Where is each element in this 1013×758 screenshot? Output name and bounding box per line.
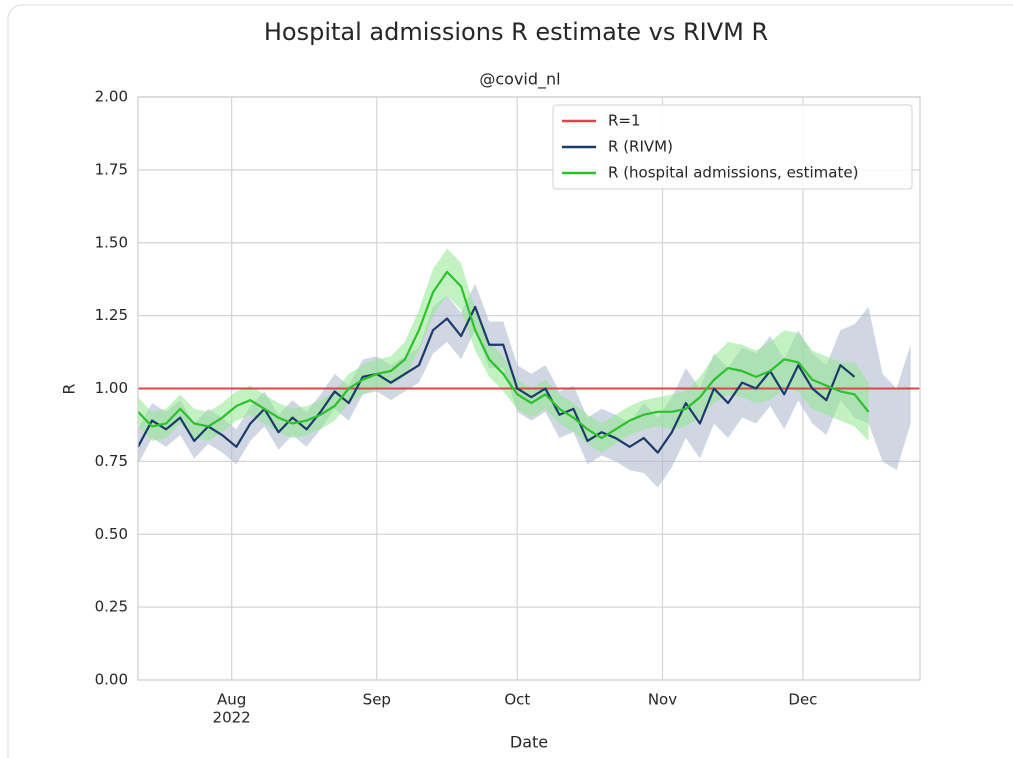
confidence-band	[138, 248, 869, 453]
x-tick-label: Nov	[648, 691, 677, 709]
x-tick-label: Sep	[363, 691, 391, 709]
legend-box	[552, 104, 913, 190]
x-tick-label: Dec	[788, 691, 817, 709]
legend-label: R (hospital admissions, estimate)	[608, 164, 858, 182]
x-year-label: 2022	[213, 709, 251, 727]
y-tick-label: 2.00	[95, 88, 128, 106]
y-axis-label: R	[60, 383, 79, 394]
y-tick-label: 1.75	[95, 160, 128, 178]
x-tick-label: Aug	[217, 691, 246, 709]
y-tick-label: 0.50	[95, 525, 128, 543]
series-line	[137, 270, 870, 440]
y-tick-label: 1.50	[95, 233, 128, 251]
x-tick-label: Oct	[504, 691, 530, 709]
chart-title: Hospital admissions R estimate vs RIVM R	[264, 18, 768, 46]
legend-label: R (RIVM)	[608, 138, 673, 156]
x-axis-label: Date	[510, 733, 548, 752]
y-tick-label: 1.25	[95, 306, 128, 324]
series-line	[137, 305, 856, 454]
chart-subtitle: @covid_nl	[479, 70, 560, 90]
legend-label: R=1	[608, 112, 641, 130]
y-tick-label: 0.25	[95, 598, 128, 616]
y-tick-label: 0.75	[95, 452, 128, 470]
y-tick-label: 0.00	[95, 671, 128, 689]
y-tick-label: 1.00	[95, 379, 128, 397]
plot-frame	[137, 96, 921, 681]
